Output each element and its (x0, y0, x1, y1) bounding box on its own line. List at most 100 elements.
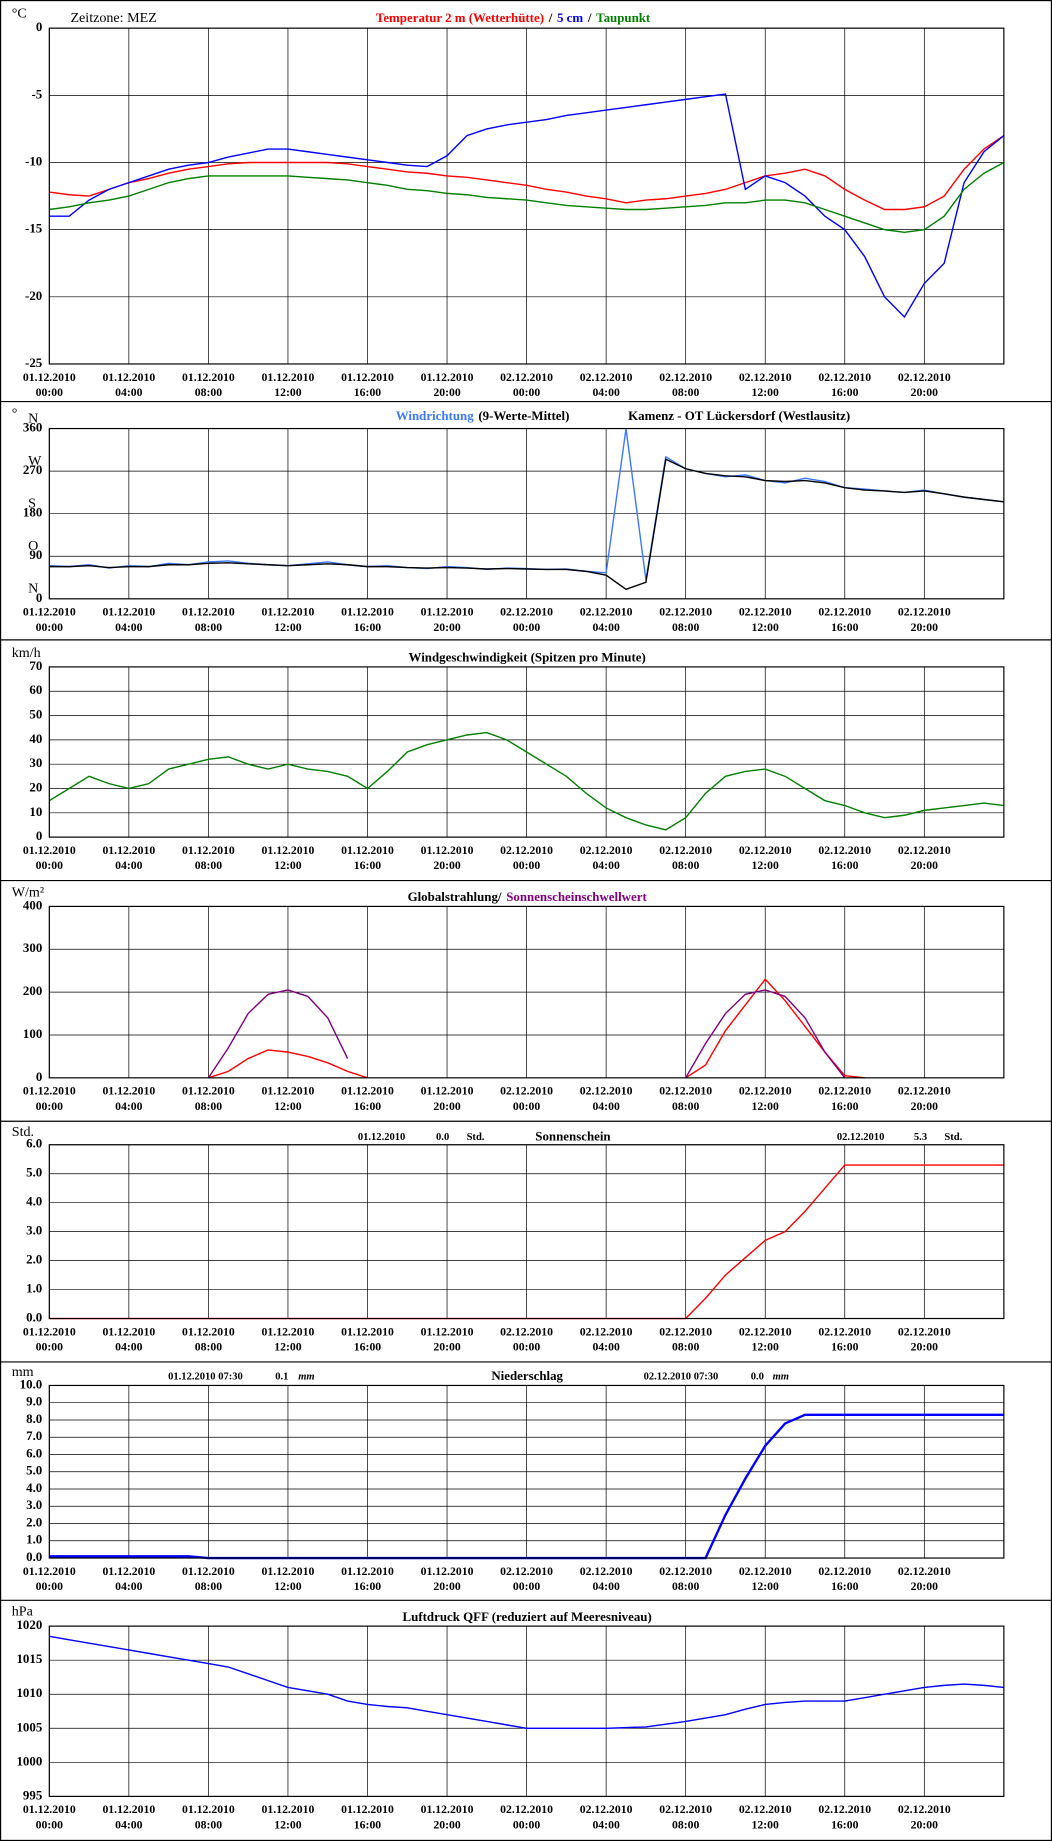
x-tick-label: 12:00 (274, 859, 302, 872)
y-tick-label: 3.0 (26, 1223, 42, 1238)
x-tick-label: 12:00 (752, 1341, 780, 1354)
x-tick-label: 02.12.2010 (818, 371, 871, 384)
x-tick-label: 12:00 (274, 1580, 302, 1593)
x-tick-label: 16:00 (831, 1341, 859, 1354)
x-tick-label: 20:00 (911, 1818, 939, 1831)
x-tick-label: 01.12.2010 (102, 606, 155, 619)
x-tick-label: 00:00 (36, 859, 64, 872)
x-tick-label: 16:00 (354, 1341, 382, 1354)
x-tick-label: 00:00 (36, 386, 64, 399)
y-tick-label: 10.0 (20, 1376, 43, 1391)
x-tick-label: 08:00 (195, 621, 223, 634)
x-tick-label: 01.12.2010 (341, 844, 394, 857)
x-tick-label: 02.12.2010 (659, 844, 712, 857)
x-tick-label: 01.12.2010 (23, 606, 76, 619)
x-tick-label: 00:00 (513, 386, 541, 399)
timezone: Zeitzone: MEZ (70, 10, 156, 26)
y-tick-label: 2.0 (26, 1514, 42, 1529)
x-tick-label: 16:00 (354, 621, 382, 634)
station: Kamenz - OT Lückersdorf (Westlausitz) (628, 408, 850, 423)
x-tick-label: 02.12.2010 (500, 371, 553, 384)
x-tick-label: 01.12.2010 (102, 1085, 155, 1098)
x-tick-label: 20:00 (911, 1580, 939, 1593)
legend-entry: Sonnenscheinschwellwert (506, 889, 647, 904)
x-tick-label: 01.12.2010 (421, 844, 474, 857)
x-tick-label: 02.12.2010 (739, 1565, 792, 1578)
x-tick-label: 02.12.2010 (818, 1325, 871, 1338)
x-tick-label: 00:00 (36, 1100, 64, 1113)
x-tick-label: 04:00 (592, 386, 620, 399)
x-tick-label: 16:00 (831, 1818, 859, 1831)
y-tick-label: 40 (29, 731, 42, 746)
y-tick-label: 20 (29, 779, 42, 794)
chart-title: Temperatur 2 m (Wetterhütte) / 5 cm / Taupun… (376, 10, 651, 25)
x-tick-label: 02.12.2010 (739, 1325, 792, 1338)
x-tick-label: 01.12.2010 (341, 1803, 394, 1816)
x-tick-label: 08:00 (672, 386, 700, 399)
x-tick-label: 20:00 (433, 621, 461, 634)
x-tick-label: 02.12.2010 (500, 1325, 553, 1338)
x-tick-label: 16:00 (354, 1100, 382, 1113)
x-tick-label: 16:00 (831, 1100, 859, 1113)
annotation: mm (773, 1372, 789, 1383)
x-tick-label: 04:00 (592, 1100, 620, 1113)
plot-border (48, 1625, 1005, 1797)
y-tick-label: 0.0 (26, 1309, 42, 1324)
x-tick-label: 02.12.2010 (818, 1085, 871, 1098)
x-tick-label: 00:00 (513, 1818, 541, 1831)
x-tick-label: 08:00 (195, 1100, 223, 1113)
y-tick-label: 7.0 (26, 1428, 42, 1443)
x-tick-label: 02.12.2010 (659, 606, 712, 619)
x-tick-label: 02.12.2010 (739, 606, 792, 619)
annotation: 0.0 (436, 1132, 449, 1143)
x-tick-label: 01.12.2010 (421, 1085, 474, 1098)
x-tick-label: 01.12.2010 (182, 371, 235, 384)
x-tick-label: 04:00 (115, 1341, 143, 1354)
x-tick-label: 16:00 (831, 1580, 859, 1593)
x-tick-label: 20:00 (911, 859, 939, 872)
y-tick-label: 0 (36, 828, 42, 843)
x-tick-label: 02.12.2010 (818, 844, 871, 857)
series-line (48, 731, 1004, 831)
series-line (49, 458, 1004, 591)
x-tick-label: 20:00 (911, 1341, 939, 1354)
x-tick-label: 01.12.2010 (102, 1803, 155, 1816)
x-tick-label: 02.12.2010 (580, 1085, 633, 1098)
x-tick-label: 08:00 (672, 1341, 700, 1354)
x-tick-label: 16:00 (831, 386, 859, 399)
x-tick-label: 04:00 (592, 1341, 620, 1354)
y-tick-label: 1005 (16, 1719, 42, 1734)
y-tick-label: 4.0 (26, 1194, 42, 1209)
x-tick-label: 01.12.2010 (341, 371, 394, 384)
annotation: 0.0 (751, 1372, 764, 1383)
unit-label: °C (12, 5, 27, 21)
annotation: Std. (467, 1132, 485, 1143)
x-tick-label: 01.12.2010 (23, 1325, 76, 1338)
plot-border (48, 27, 1005, 365)
y-tick-label: 200 (23, 983, 42, 998)
annotation: 02.12.2010 (837, 1132, 884, 1143)
y-tick-label: 0 (36, 590, 42, 605)
y-tick-label: 60 (29, 682, 42, 697)
x-tick-label: 01.12.2010 (262, 1085, 315, 1098)
x-tick-label: 02.12.2010 (818, 1565, 871, 1578)
y-tick-label: 5.0 (26, 1463, 42, 1478)
x-tick-label: 12:00 (752, 859, 780, 872)
compass-label: O (28, 538, 38, 554)
x-tick-label: 08:00 (195, 1818, 223, 1831)
x-tick-label: 01.12.2010 (341, 606, 394, 619)
x-tick-label: 01.12.2010 (421, 371, 474, 384)
x-tick-label: 00:00 (36, 1341, 64, 1354)
x-tick-label: 01.12.2010 (182, 1325, 235, 1338)
x-tick-label: 16:00 (831, 621, 859, 634)
chart-title: Globalstrahlung/Sonnenscheinschwellwert (408, 889, 648, 904)
y-tick-label: 0.0 (26, 1549, 42, 1564)
x-tick-label: 01.12.2010 (182, 606, 235, 619)
x-tick-label: 01.12.2010 (262, 1803, 315, 1816)
x-tick-label: 12:00 (274, 1818, 302, 1831)
x-tick-label: 02.12.2010 (818, 606, 871, 619)
y-tick-label: 6.0 (26, 1136, 42, 1151)
x-tick-label: 12:00 (274, 1100, 302, 1113)
x-tick-label: 02.12.2010 (580, 844, 633, 857)
x-tick-label: 16:00 (354, 1580, 382, 1593)
